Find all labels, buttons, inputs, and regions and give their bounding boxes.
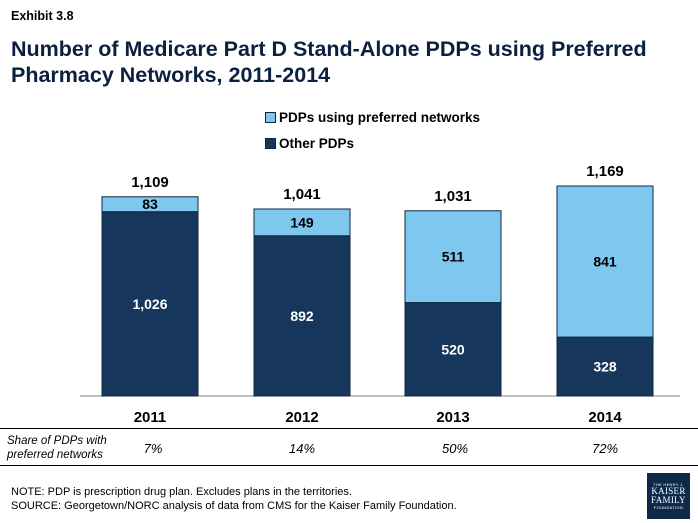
label-other-2012: 892: [290, 308, 314, 324]
share-value-2014: 72%: [591, 441, 619, 456]
label-total-2014: 1,169: [586, 163, 624, 180]
x-tick-2012: 2012: [285, 409, 318, 426]
bar-preferred-2012: [253, 208, 351, 237]
logo-line2: KAISER: [651, 486, 686, 496]
legend-label-other: Other PDPs: [279, 136, 355, 151]
label-other-2011: 1,026: [132, 296, 167, 312]
bar-preferred-2011: [101, 196, 199, 213]
chart-title: Number of Medicare Part D Stand-Alone PD…: [11, 37, 647, 87]
bar-other-2012: [253, 235, 351, 397]
label-preferred-2012: 149: [290, 214, 314, 230]
legend-item-other: Other PDPs: [265, 136, 354, 151]
label-total-2011: 1,109: [131, 174, 169, 191]
legend-item-preferred: PDPs using preferred networks: [265, 110, 480, 125]
label-other-2014: 328: [593, 359, 617, 375]
table-bottom-rule: [0, 465, 698, 466]
logo-line1: THE HENRY J.: [653, 482, 684, 487]
share-row-label: Share of PDPs with preferred networks: [7, 434, 107, 462]
x-tick-2011: 2011: [134, 409, 167, 426]
bar-preferred-2013: [404, 210, 502, 304]
label-total-2013: 1,031: [434, 188, 472, 205]
x-tick-2013: 2013: [436, 409, 469, 426]
label-other-2013: 520: [441, 341, 465, 357]
legend-swatch-preferred: [265, 112, 276, 123]
bar-preferred-2014: [556, 185, 654, 338]
share-value-2011: 7%: [143, 441, 163, 456]
share-value-2013: 50%: [441, 441, 469, 456]
label-total-2012: 1,041: [283, 186, 321, 203]
share-label-line1: Share of PDPs with: [7, 435, 107, 447]
bar-other-2013: [404, 302, 502, 397]
logo-line3: FAMILY: [651, 495, 686, 505]
note-text: NOTE: PDP is prescription drug plan. Exc…: [11, 486, 352, 498]
label-preferred-2013: 511: [442, 249, 465, 265]
logo-line4: FOUNDATION: [653, 505, 684, 510]
share-value-2012: 14%: [288, 441, 316, 456]
label-preferred-2011: 83: [142, 196, 158, 212]
bar-other-2014: [556, 336, 654, 397]
footnotes: NOTE: PDP is prescription drug plan. Exc…: [11, 485, 457, 513]
share-row: Share of PDPs with preferred networks 7%…: [0, 428, 698, 466]
exhibit-label: Exhibit 3.8: [11, 9, 74, 23]
x-tick-2014: 2014: [588, 409, 622, 426]
stacked-bar-chart: 1,026 83 1,109 2011 892 149 1,041 2012 520 511 1,0…: [80, 163, 680, 426]
share-label-line2: preferred networks: [7, 449, 103, 461]
legend-label-preferred: PDPs using preferred networks: [279, 110, 481, 125]
source-text: SOURCE: Georgetown/NORC analysis of data…: [11, 500, 457, 512]
bar-other-2011: [101, 211, 199, 397]
label-preferred-2014: 841: [593, 254, 617, 270]
kff-logo: THE HENRY J. KAISER FAMILY FOUNDATION: [647, 473, 690, 519]
legend-swatch-other: [265, 138, 276, 149]
